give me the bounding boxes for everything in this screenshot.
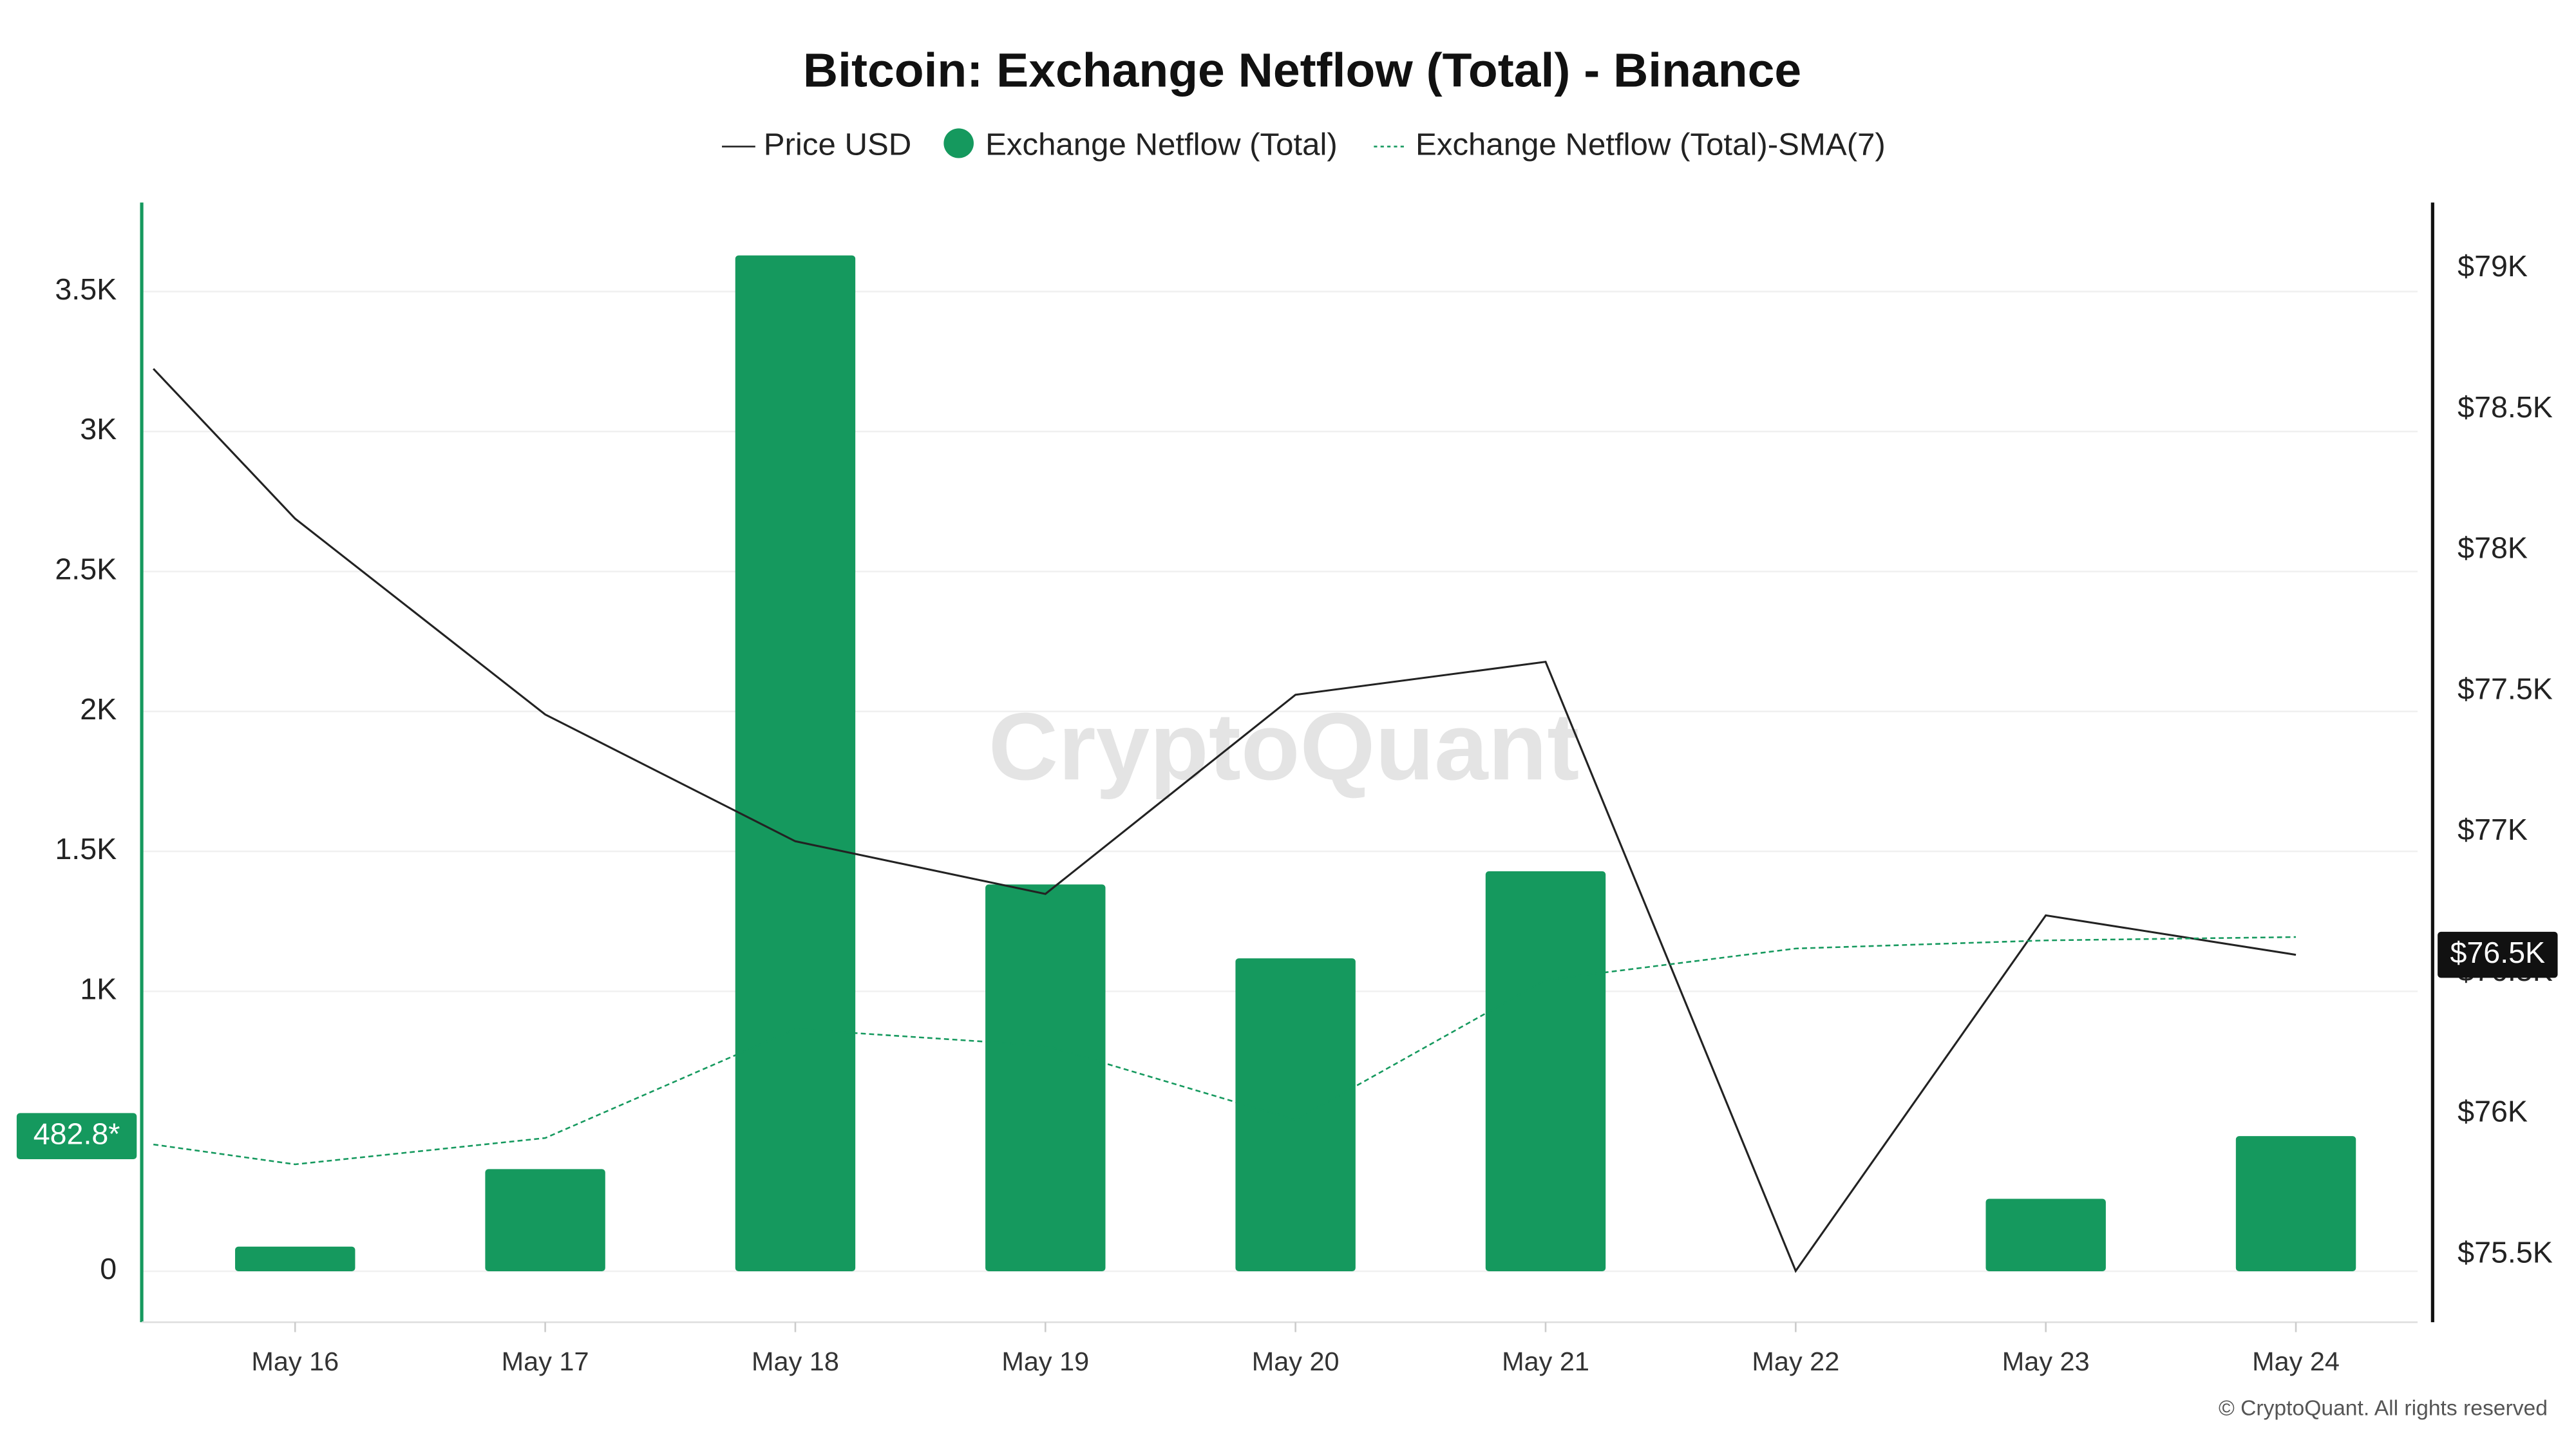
bar [485,1169,605,1272]
x-tick-label: May 17 [502,1347,589,1376]
x-tick-label: May 18 [752,1347,839,1376]
legend-label[interactable]: Exchange Netflow (Total) [985,128,1338,162]
y-tick-label: 1K [80,972,117,1006]
y2-tick-label: $78.5K [2458,390,2553,424]
current-price-badge [2438,931,2558,978]
copyright: © CryptoQuant. All rights reserved [2219,1397,2548,1421]
x-tick-label: May 24 [2252,1347,2340,1376]
y-tick-label: 2K [80,692,117,726]
x-tick-label: May 22 [1752,1347,1839,1376]
y2-tick-label: $78K [2458,531,2528,565]
bar [985,884,1106,1272]
legend-swatch [943,128,974,158]
x-tick-label: May 23 [2002,1347,2090,1376]
x-tick-label: May 19 [1001,1347,1089,1376]
y-tick-label: 0 [100,1252,117,1285]
bar [1985,1198,2106,1272]
bar [2235,1136,2356,1272]
line [153,368,2297,1273]
bar [1485,871,1606,1272]
y-tick-label: 3.5K [55,272,117,306]
legend-label[interactable]: Price USD [764,128,912,162]
current-value-label: 482.8* [33,1117,120,1151]
watermark: CryptoQuant [989,693,1580,800]
y-tick-label: 2.5K [55,553,117,586]
y2-tick-label: $76K [2458,1095,2528,1128]
bar [735,255,856,1272]
legend: Price USD Exchange Netflow (Total) Exchang… [722,128,1886,162]
current-price-label: $76.5K [2450,936,2545,969]
bar [1235,958,1356,1272]
chart-title: Bitcoin: Exchange Netflow (Total) - Bina… [803,43,1801,97]
y2-tick-label: $75.5K [2458,1236,2553,1269]
x-tick-label: May 16 [251,1347,339,1376]
y-tick-label: 3K [80,412,117,446]
legend-label[interactable]: Exchange Netflow (Total)-SMA(7) [1416,128,1886,162]
y2-tick-label: $77K [2458,813,2528,846]
x-tick-label: May 21 [1502,1347,1589,1376]
y-tick-label: 1.5K [55,832,117,866]
current-value-badge [16,1113,137,1159]
x-tick-label: May 20 [1252,1347,1340,1376]
bar [235,1246,355,1272]
y2-tick-label: $77.5K [2458,672,2553,706]
y2-tick-label: $79K [2458,249,2528,283]
line [153,936,2297,1166]
